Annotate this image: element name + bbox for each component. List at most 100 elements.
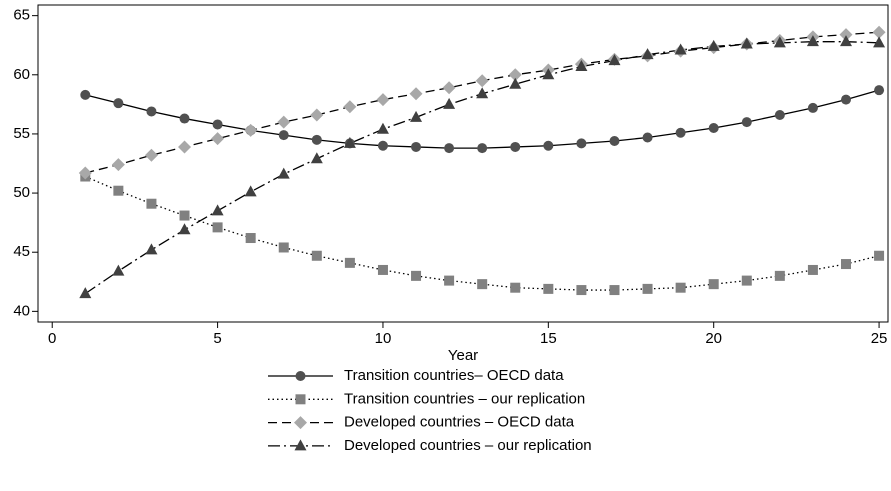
- y-tick-label: 45: [13, 243, 30, 260]
- marker: [377, 264, 388, 275]
- legend-label: Developed countries – OECD data: [344, 414, 575, 431]
- legend-label: Transition countries– OECD data: [344, 367, 564, 384]
- marker: [773, 36, 786, 48]
- marker: [278, 130, 289, 141]
- marker: [708, 123, 719, 134]
- marker: [376, 122, 389, 134]
- marker: [277, 167, 290, 179]
- marker: [641, 48, 654, 60]
- marker: [873, 36, 886, 48]
- marker: [294, 439, 307, 451]
- marker: [144, 148, 158, 162]
- marker: [343, 136, 356, 148]
- marker: [277, 115, 291, 129]
- marker: [211, 204, 224, 216]
- y-tick-label: 60: [13, 66, 30, 83]
- y-tick-label: 55: [13, 125, 30, 142]
- x-tick-label: 5: [213, 330, 221, 347]
- marker: [576, 285, 587, 296]
- marker: [211, 132, 225, 146]
- marker: [509, 77, 522, 89]
- x-tick-label: 25: [871, 330, 888, 347]
- marker: [343, 100, 357, 114]
- marker: [179, 113, 190, 124]
- x-tick-label: 20: [705, 330, 722, 347]
- marker: [476, 87, 489, 99]
- marker: [839, 35, 852, 47]
- y-tick-label: 65: [13, 7, 30, 24]
- marker: [510, 282, 521, 293]
- marker: [675, 282, 686, 293]
- marker: [146, 106, 157, 117]
- marker: [244, 123, 258, 137]
- marker: [310, 152, 323, 164]
- marker: [344, 257, 355, 268]
- x-tick-label: 0: [48, 330, 56, 347]
- marker: [543, 283, 554, 294]
- marker: [78, 166, 92, 180]
- marker: [708, 279, 719, 290]
- marker: [212, 119, 223, 130]
- marker: [113, 185, 124, 196]
- marker: [477, 143, 488, 154]
- y-tick-label: 40: [13, 302, 30, 319]
- marker: [410, 110, 423, 122]
- marker: [475, 74, 489, 88]
- marker: [245, 233, 256, 244]
- x-tick-label: 10: [375, 330, 392, 347]
- marker: [609, 136, 620, 147]
- marker: [609, 285, 620, 296]
- marker: [310, 108, 324, 122]
- marker: [179, 210, 190, 221]
- marker: [675, 127, 686, 138]
- marker: [642, 283, 653, 294]
- marker: [113, 98, 124, 109]
- marker: [642, 132, 653, 143]
- marker: [111, 158, 125, 172]
- marker: [79, 287, 92, 299]
- marker: [774, 110, 785, 121]
- marker: [80, 89, 91, 100]
- marker: [477, 279, 488, 290]
- marker: [145, 243, 158, 255]
- marker: [295, 394, 306, 405]
- marker: [443, 97, 456, 109]
- marker: [840, 94, 851, 105]
- marker: [707, 39, 720, 51]
- marker: [807, 102, 818, 113]
- legend-label: Developed countries – our replication: [344, 437, 592, 454]
- marker: [839, 28, 853, 42]
- marker: [508, 68, 522, 82]
- marker: [376, 93, 390, 107]
- marker: [278, 242, 289, 253]
- marker: [112, 264, 125, 276]
- marker: [576, 138, 587, 149]
- series-line: [85, 89, 880, 149]
- marker: [244, 185, 257, 197]
- y-tick-label: 50: [13, 184, 30, 201]
- marker: [542, 68, 555, 80]
- marker: [146, 198, 157, 209]
- marker: [543, 140, 554, 151]
- legend-label: Transition countries – our replication: [344, 390, 585, 407]
- marker: [409, 87, 423, 101]
- marker: [510, 141, 521, 152]
- x-tick-label: 15: [540, 330, 557, 347]
- marker: [295, 371, 306, 381]
- marker: [674, 43, 687, 55]
- series-line: [85, 175, 880, 291]
- marker: [575, 60, 588, 72]
- marker: [377, 140, 388, 151]
- marker: [444, 275, 455, 286]
- marker: [311, 250, 322, 261]
- marker: [741, 117, 752, 128]
- marker: [178, 223, 191, 235]
- marker: [311, 134, 322, 145]
- marker: [608, 54, 621, 66]
- marker: [294, 416, 307, 430]
- marker: [807, 264, 818, 275]
- marker: [740, 37, 753, 49]
- marker: [874, 250, 885, 261]
- marker: [806, 35, 819, 47]
